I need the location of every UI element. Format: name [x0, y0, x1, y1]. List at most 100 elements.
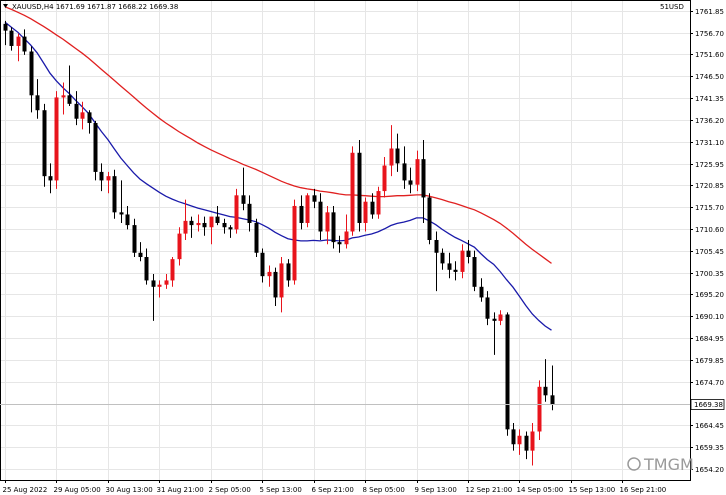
candle-body — [344, 231, 349, 245]
watermark-logo-icon — [627, 457, 641, 471]
candle-bearish — [402, 146, 407, 189]
candle-body — [492, 318, 497, 321]
candle-body — [87, 112, 92, 123]
y-tick-label: 1695.20 — [695, 291, 724, 299]
current-price-marker: 1669.38 — [0, 399, 725, 410]
candle-body — [305, 195, 310, 223]
candle-body — [93, 122, 98, 172]
candle-bearish — [312, 188, 317, 209]
candle-body — [222, 222, 227, 228]
y-tick-label: 1715.70 — [695, 204, 724, 212]
x-tick-label: 31 Aug 21:00 — [157, 486, 204, 494]
candle-body — [16, 36, 21, 46]
candle-body — [279, 263, 284, 298]
y-tick-label: 1654.20 — [695, 466, 724, 474]
y-tick-label: 1659.35 — [695, 444, 724, 452]
watermark: TMGM — [627, 455, 694, 474]
candle-bearish — [511, 422, 516, 451]
y-tick-label: 1710.60 — [695, 226, 724, 234]
current-price-box — [690, 399, 725, 410]
candle-bullish — [183, 199, 188, 240]
symbol-arrow-icon[interactable] — [3, 4, 8, 8]
candle-bearish — [260, 248, 265, 283]
candle-bearish — [543, 359, 548, 402]
candle-bearish — [144, 248, 149, 285]
symbol-info: XAUUSD,H4 1671.69 1671.87 1668.22 1669.3… — [12, 3, 178, 11]
candle-bullish — [382, 157, 387, 198]
candle-body — [189, 220, 194, 226]
candle-body — [54, 97, 59, 181]
candle-body — [125, 214, 130, 226]
candle-bullish — [389, 125, 394, 177]
candle-body — [292, 205, 297, 281]
candle-bearish — [93, 120, 98, 181]
candle-body — [479, 286, 484, 298]
y-tick-label: 1690.10 — [695, 313, 724, 321]
candle-body — [138, 252, 143, 258]
y-tick-label: 1725.95 — [695, 161, 724, 169]
candle-bullish — [376, 186, 381, 219]
candle-body — [440, 252, 445, 264]
candle-body — [434, 240, 439, 253]
candle-bearish — [357, 140, 362, 232]
watermark-text: TMGM — [643, 455, 694, 474]
y-tick-label: 1674.70 — [695, 379, 724, 387]
candle-body — [357, 152, 362, 223]
candle-body — [164, 280, 169, 285]
y-tick-label: 1746.50 — [695, 73, 724, 81]
candle-body — [331, 212, 336, 243]
candle-bearish — [87, 110, 92, 134]
y-tick-label: 1761.85 — [695, 8, 724, 16]
candle-body — [370, 201, 375, 215]
y-axis-ticks: 1761.85 1756.70 1751.60 1746.50 1741.35 1736.… — [690, 8, 724, 474]
candle-body — [273, 271, 278, 298]
candle-bearish — [189, 216, 194, 238]
candle-body — [447, 263, 452, 270]
candle-bearish — [215, 205, 220, 226]
candle-bearish — [485, 291, 490, 326]
candle-bullish — [279, 257, 284, 313]
candle-body — [350, 152, 355, 232]
candle-body — [382, 165, 387, 192]
candle-bullish — [196, 214, 201, 232]
candle-bearish — [421, 140, 426, 223]
x-axis-ticks: 25 Aug 2022 29 Aug 05:00 30 Aug 13:00 31 Au… — [3, 480, 667, 494]
candle-body — [209, 216, 214, 228]
x-tick-label: 12 Sep 21:00 — [466, 486, 513, 494]
candle-bearish — [67, 65, 72, 106]
candle-body — [498, 314, 503, 321]
candle-body — [177, 233, 182, 260]
candle-bullish — [234, 188, 239, 234]
x-tick-label: 14 Sep 05:00 — [517, 486, 564, 494]
x-tick-label: 5 Sep 13:00 — [260, 486, 302, 494]
candle-bearish — [112, 169, 117, 219]
candle-body — [157, 284, 162, 287]
candle-body — [144, 257, 149, 281]
candle-body — [299, 205, 304, 223]
x-tick-label: 16 Sep 21:00 — [620, 486, 667, 494]
candle-body — [415, 159, 420, 185]
candle-bearish — [505, 312, 510, 436]
candle-bearish — [273, 267, 278, 306]
candle-body — [389, 148, 394, 166]
candle-body — [3, 23, 8, 31]
candle-bearish — [151, 274, 156, 321]
candle-bearish — [299, 195, 304, 230]
candle-bullish — [80, 101, 85, 130]
candle-bullish — [267, 265, 272, 287]
ma-slow-line — [4, 6, 552, 264]
candle-bearish — [550, 365, 555, 411]
candle-bearish — [247, 195, 252, 232]
candle-body — [427, 197, 432, 240]
candle-body — [286, 263, 291, 281]
candle-bullish — [177, 227, 182, 266]
candle-body — [312, 195, 317, 202]
candle-bearish — [241, 167, 246, 211]
candle-bullish — [363, 197, 368, 232]
candle-bearish — [286, 259, 291, 287]
y-tick-label: 1756.70 — [695, 30, 724, 38]
candle-bullish — [16, 33, 21, 62]
candle-bearish — [337, 235, 342, 253]
